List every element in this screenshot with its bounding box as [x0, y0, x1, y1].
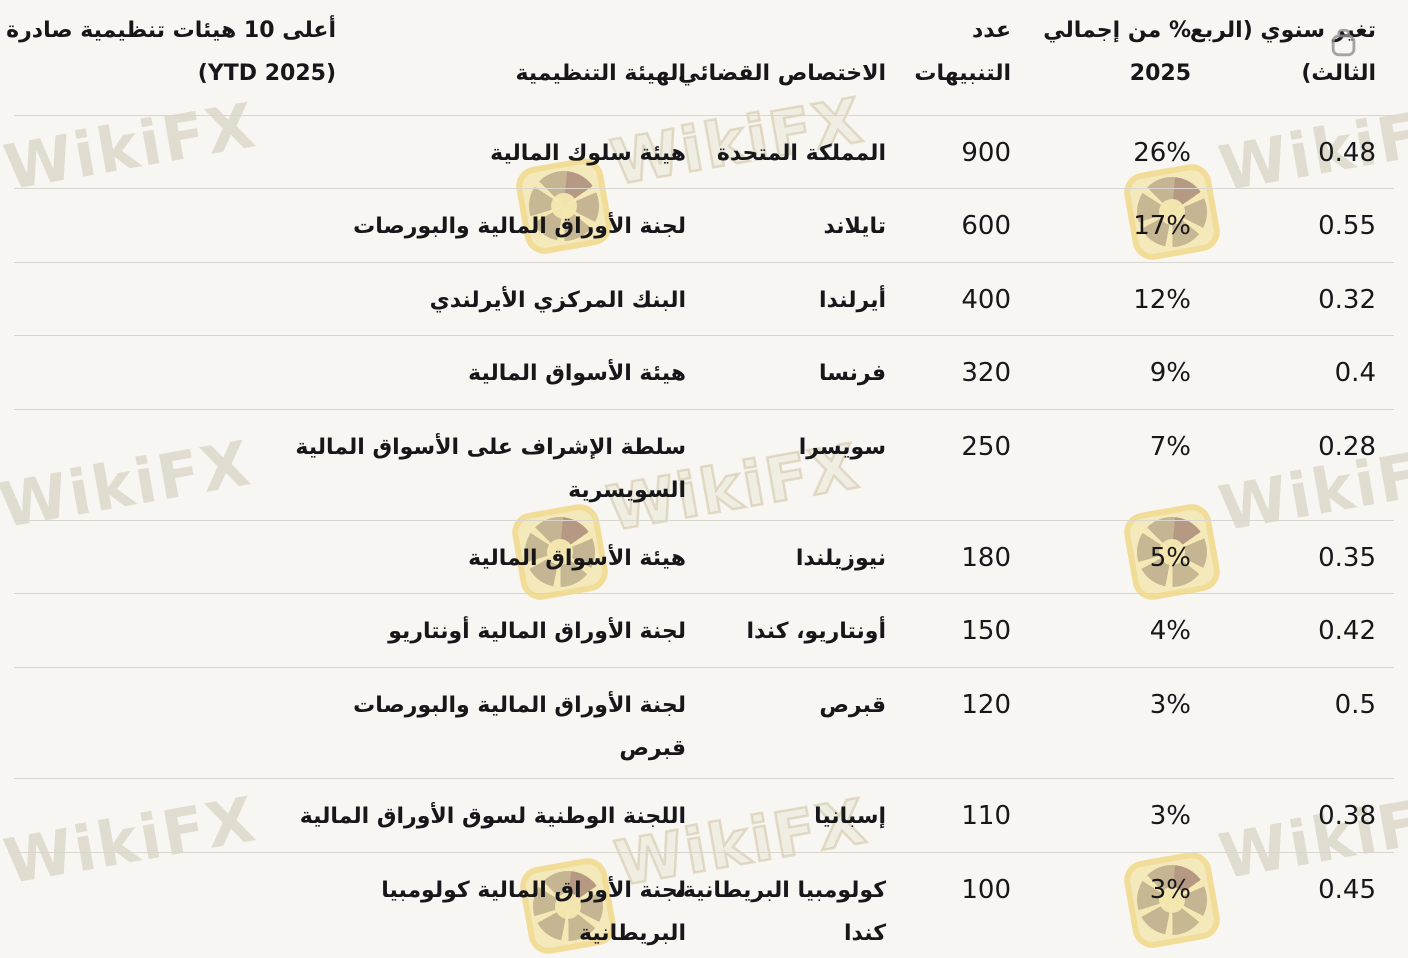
- table-row: 0.48 26% 900 المملكة المتحدة هيئة سلوك المال…: [14, 115, 1394, 190]
- cell-title-spacer: [14, 335, 354, 410]
- column-header-jurisdiction: الاختصاص القضائي: [678, 0, 904, 116]
- table-row: 0.45 3% 100 كولومبيا البريطانية، كندا لجنة ا…: [14, 852, 1394, 958]
- cell-pct-of-total: 9%: [1029, 335, 1209, 410]
- cell-title-spacer: [14, 115, 354, 190]
- table-row: 0.55 17% 600 تايلاند لجنة الأوراق المالية وا…: [14, 188, 1394, 263]
- table-row: 0.5 3% 120 قبرص لجنة الأوراق المالية والبورص…: [14, 667, 1394, 780]
- cell-regulator: البنك المركزي الأيرلندي: [354, 262, 704, 337]
- cell-yoy-change: 0.55: [1209, 188, 1394, 263]
- cell-alert-count: 150: [904, 593, 1029, 669]
- cell-alert-count: 110: [904, 778, 1029, 853]
- cell-yoy-change: 0.45: [1209, 852, 1394, 958]
- cell-yoy-change: 0.42: [1209, 593, 1394, 669]
- table-row: 0.38 3% 110 إسبانيا اللجنة الوطنية لسوق الأو…: [14, 778, 1394, 853]
- column-header-regulator: الهيئة التنظيمية: [354, 0, 704, 116]
- cell-alert-count: 250: [904, 409, 1029, 521]
- cell-jurisdiction: قبرص: [704, 667, 904, 780]
- cell-pct-of-total: 3%: [1029, 667, 1209, 780]
- cell-yoy-change: 0.5: [1209, 667, 1394, 780]
- cell-jurisdiction: كولومبيا البريطانية، كندا: [674, 852, 904, 958]
- cell-alert-count: 900: [904, 115, 1029, 190]
- cell-pct-of-total: 3%: [1029, 778, 1209, 853]
- cell-jurisdiction: إسبانيا: [704, 778, 904, 853]
- cell-title-spacer: [14, 852, 354, 958]
- cell-title-spacer: [14, 262, 354, 337]
- cell-regulator: هيئة الأسواق المالية: [354, 520, 704, 595]
- cell-pct-of-total: 26%: [1029, 115, 1209, 190]
- cell-title-spacer: [14, 188, 354, 263]
- table-row: 0.42 4% 150 أونتاريو، كندا لجنة الأوراق الما…: [14, 593, 1394, 669]
- cell-regulator: هيئة الأسواق المالية: [354, 335, 704, 410]
- cell-jurisdiction: تايلاند: [704, 188, 904, 263]
- table-row: 0.35 5% 180 نيوزيلندا هيئة الأسواق المالية: [14, 520, 1394, 595]
- cell-pct-of-total: 7%: [1029, 409, 1209, 521]
- cell-jurisdiction: أونتاريو، كندا: [704, 593, 904, 669]
- table-header-row: تغير سنوي (الربع الثالث) % من إجمالي 202…: [6, 0, 1394, 116]
- cell-yoy-change: 0.4: [1209, 335, 1394, 410]
- cell-alert-count: 100: [904, 852, 1029, 958]
- cell-regulator: سلطة الإشراف على الأسواق المالية السويسر…: [295, 409, 704, 521]
- cell-title-spacer: [14, 667, 354, 780]
- cell-yoy-change: 0.48: [1209, 115, 1394, 190]
- cell-regulator: لجنة الأوراق المالية أونتاريو: [354, 593, 704, 669]
- copy-icon[interactable]: [1327, 26, 1361, 60]
- cell-regulator: لجنة الأوراق المالية والبورصات: [353, 188, 704, 263]
- cell-pct-of-total: 3%: [1029, 852, 1209, 958]
- cell-yoy-change: 0.35: [1209, 520, 1394, 595]
- cell-yoy-change: 0.32: [1209, 262, 1394, 337]
- cell-jurisdiction: سويسرا: [704, 409, 904, 521]
- cell-alert-count: 120: [904, 667, 1029, 780]
- cell-regulator: لجنة الأوراق المالية والبورصات قبرص: [353, 667, 704, 780]
- cell-alert-count: 600: [904, 188, 1029, 263]
- cell-yoy-change: 0.38: [1209, 778, 1394, 853]
- column-header-pct-of-total: % من إجمالي 2025: [1029, 0, 1209, 116]
- cell-jurisdiction: نيوزيلندا: [704, 520, 904, 595]
- cell-regulator: لجنة الأوراق المالية كولومبيا البريطانية: [354, 852, 704, 958]
- cell-pct-of-total: 17%: [1029, 188, 1209, 263]
- cell-jurisdiction: فرنسا: [704, 335, 904, 410]
- cell-pct-of-total: 12%: [1029, 262, 1209, 337]
- column-header-table-title: أعلى 10 هيئات تنظيمية صادرة (YTD 2025): [6, 0, 354, 116]
- table-row: 0.4 9% 320 فرنسا هيئة الأسواق المالية: [14, 335, 1394, 410]
- cell-alert-count: 180: [904, 520, 1029, 595]
- cell-title-spacer: [14, 593, 354, 669]
- cell-title-spacer: [14, 520, 354, 595]
- cell-regulator: اللجنة الوطنية لسوق الأوراق المالية: [300, 778, 704, 853]
- column-header-alert-count: عدد التنبيهات: [904, 0, 1029, 116]
- regulators-table: تغير سنوي (الربع الثالث) % من إجمالي 202…: [6, 0, 1394, 958]
- cell-pct-of-total: 5%: [1029, 520, 1209, 595]
- cell-title-spacer: [14, 778, 354, 853]
- cell-jurisdiction: أيرلندا: [704, 262, 904, 337]
- cell-pct-of-total: 4%: [1029, 593, 1209, 669]
- column-header-yoy-change: تغير سنوي (الربع الثالث): [1190, 0, 1394, 116]
- cell-regulator: هيئة سلوك المالية: [354, 115, 704, 190]
- table-row: 0.32 12% 400 أيرلندا البنك المركزي الأيرلندي: [14, 262, 1394, 337]
- cell-alert-count: 320: [904, 335, 1029, 410]
- cell-yoy-change: 0.28: [1209, 409, 1394, 521]
- cell-alert-count: 400: [904, 262, 1029, 337]
- table-row: 0.28 7% 250 سويسرا سلطة الإشراف على الأسواق …: [14, 409, 1394, 521]
- table-body: 0.48 26% 900 المملكة المتحدة هيئة سلوك المال…: [14, 115, 1394, 958]
- cell-jurisdiction: المملكة المتحدة: [704, 115, 904, 190]
- cell-title-spacer: [14, 409, 354, 521]
